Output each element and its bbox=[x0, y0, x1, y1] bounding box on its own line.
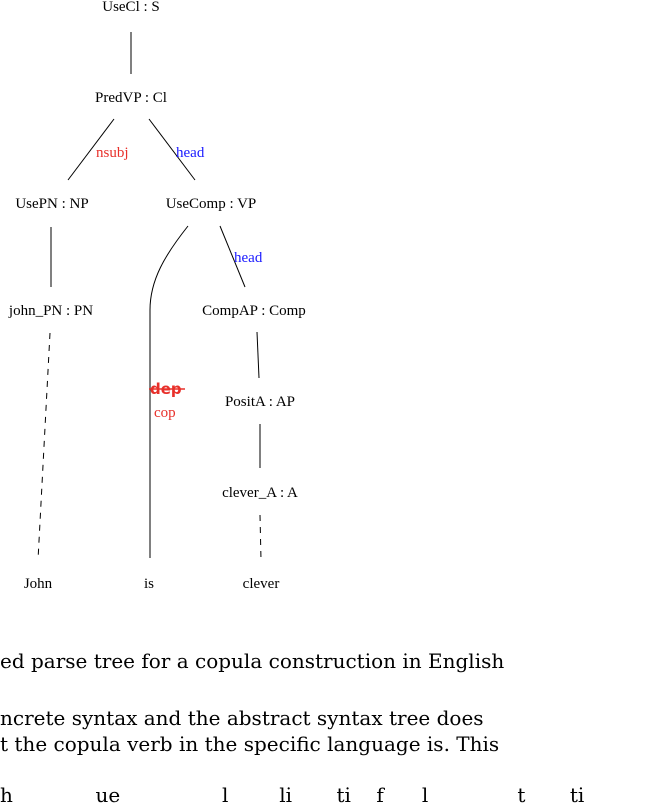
word-clever: clever bbox=[243, 576, 280, 592]
node-clever-a: clever_A : A bbox=[222, 485, 298, 501]
text-line-2: t the copula verb in the specific langua… bbox=[0, 732, 500, 756]
word-john: John bbox=[24, 576, 53, 592]
node-usecomp: UseComp : VP bbox=[166, 196, 257, 212]
figure-caption: ed parse tree for a copula construction … bbox=[0, 649, 505, 673]
edge-clevera-clever bbox=[259, 514, 262, 561]
edge-predvp-usecomp bbox=[148, 118, 196, 181]
text-line-3-clipped: h ue l li ti f l t ti bbox=[0, 783, 585, 807]
word-is: is bbox=[144, 576, 154, 592]
node-predvp: PredVP : Cl bbox=[95, 90, 167, 106]
node-compap: CompAP : Comp bbox=[202, 303, 306, 319]
edge-johnpn-john bbox=[37, 332, 51, 561]
label-cop: cop bbox=[154, 405, 176, 421]
node-usepn: UsePN : NP bbox=[15, 196, 88, 212]
text-line-1: ncrete syntax and the abstract syntax tr… bbox=[0, 706, 484, 730]
node-john-pn: john_PN : PN bbox=[8, 303, 93, 319]
node-posita: PositA : AP bbox=[225, 394, 295, 410]
parse-tree-diagram: UseCl : S PredVP : Cl UsePN : NP UseComp… bbox=[8, 0, 306, 592]
label-head-2: head bbox=[234, 250, 263, 266]
edge-usecomp-is bbox=[149, 225, 189, 558]
label-head-1: head bbox=[176, 145, 205, 161]
label-nsubj: nsubj bbox=[96, 145, 129, 161]
edge-usecomp-compap bbox=[219, 225, 246, 288]
node-usecl: UseCl : S bbox=[102, 0, 160, 15]
edge-compap-posita bbox=[256, 331, 260, 379]
edge-predvp-usepn bbox=[67, 118, 115, 181]
